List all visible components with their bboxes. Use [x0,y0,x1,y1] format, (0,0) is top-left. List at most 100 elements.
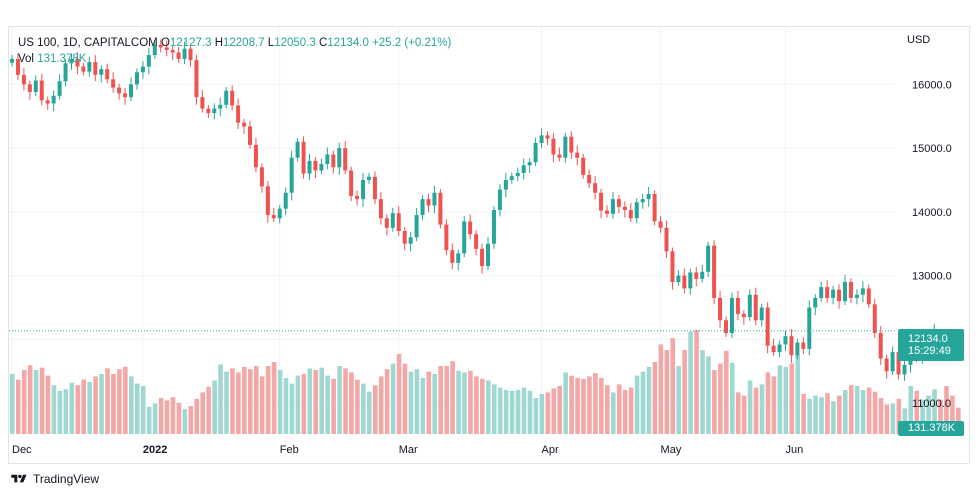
candle [765,302,770,354]
volume-bar [438,366,443,434]
x-tick-label: Apr [542,444,559,456]
candle [45,96,50,110]
volume-bar [926,395,931,434]
candle [759,303,764,327]
bar-countdown: 15:29:49 [908,345,951,357]
candle-body [765,307,770,346]
candle [408,231,413,252]
volume-bar [349,372,354,434]
candle [581,153,586,179]
volume-bar [700,350,705,434]
candle [212,103,217,120]
candle [724,316,728,337]
candle-body [176,52,181,59]
candle-body [218,104,223,109]
candle [825,280,830,304]
volume-bar [93,376,98,434]
candle [81,62,86,76]
candle [813,294,818,316]
volume-bar [87,382,92,434]
candle [622,201,627,218]
candle [170,46,175,61]
volume-bar [628,387,634,434]
volume-bar [747,380,753,434]
candle-body [771,345,776,353]
candle [140,61,145,79]
candle [872,298,877,339]
candle-body [236,105,241,123]
candle-body [884,358,889,372]
candle [539,128,544,149]
candle-body [105,69,110,80]
candle-body [670,251,675,282]
volume-bar [378,376,384,434]
candle [795,338,800,360]
candle-body [480,248,485,267]
candle-body [111,79,116,88]
volume-bar [670,338,676,434]
volume-bar [908,386,914,434]
volume-bar [253,366,259,434]
symbol-label: US 100, 1D, CAPITALCOM [18,37,158,49]
volume-bar [426,371,432,434]
x-tick-label: 2022 [143,444,167,456]
candle [355,190,360,206]
candle-body [99,69,104,75]
tradingview-logo-icon [11,474,27,483]
candle-body [51,95,56,104]
candle-body [319,164,324,171]
candle-body [462,221,467,254]
candle [63,59,68,87]
candle-body [259,167,264,187]
candle-body [724,320,728,333]
candle [438,188,443,229]
candle-body [39,80,44,101]
candle-body [610,199,615,214]
candle [848,278,853,304]
volume-bar [51,385,57,434]
volume-bar [503,390,509,434]
candle-body [527,162,532,166]
volume-bar [765,372,771,434]
currency-label: USD [907,34,931,46]
candle [259,163,264,193]
candle-body [789,336,794,356]
candle [51,90,56,112]
candle [616,195,621,214]
candle-body [349,170,354,196]
volume-bar [563,372,568,434]
candle-body [438,192,443,225]
candle [15,53,20,80]
candle [480,243,485,274]
candle-body [206,108,211,114]
volume-bar [146,406,152,434]
volume-bar [343,368,348,434]
volume-bar [27,365,33,434]
candle-body [753,294,758,321]
volume-bar [932,389,937,434]
chart-frame [8,26,970,464]
volume-bar [801,394,806,434]
volume-bar [587,376,592,434]
open-label: O [160,37,170,49]
candle-body [509,176,514,180]
candle [884,354,889,379]
volume-bar [206,386,211,434]
candle [670,247,675,290]
candle [676,270,681,286]
volume-bar [515,390,521,434]
candle-body [248,126,252,145]
tradingview-footer[interactable]: TradingView [10,472,99,486]
candle [646,187,651,207]
volume-bar [230,368,235,434]
volume-legend: Vol 131.378K [18,51,86,67]
candle [599,188,604,219]
volume-bar [688,331,693,434]
candle-body [622,206,627,210]
candle [236,98,241,129]
volume-bar [271,362,277,434]
candle [271,208,276,223]
x-tick-label: Feb [280,444,299,456]
candle [843,274,847,305]
